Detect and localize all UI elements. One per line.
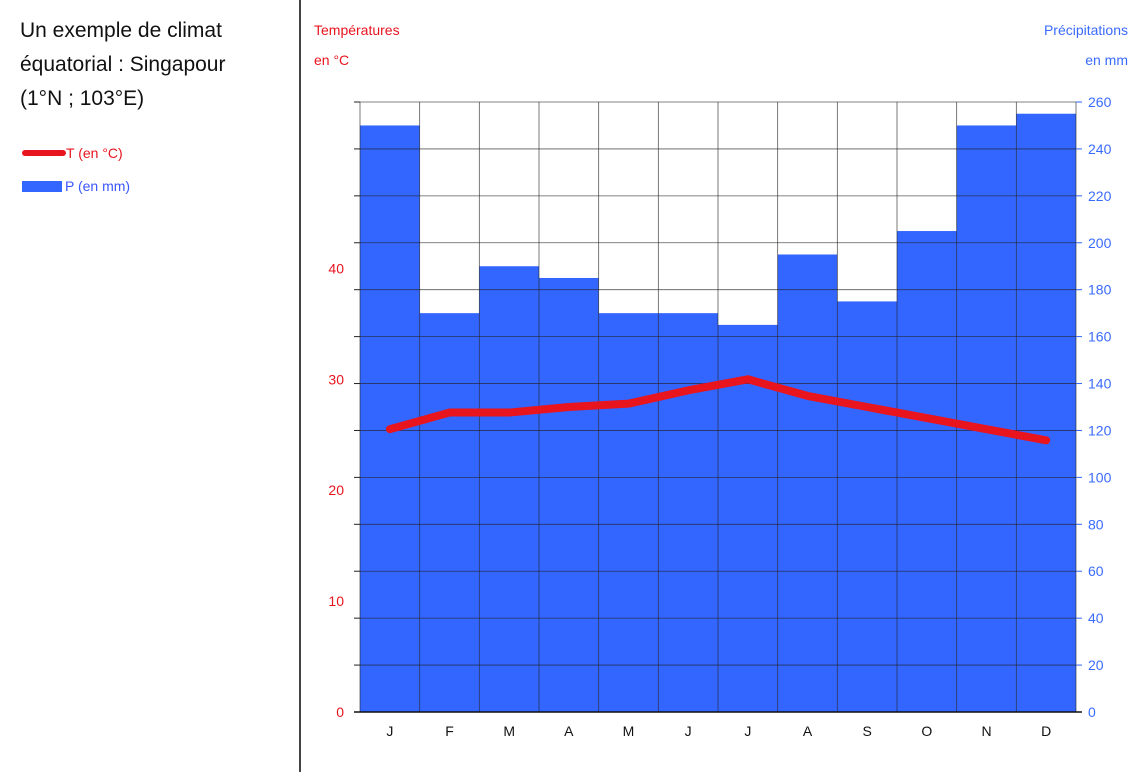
month-label: A — [564, 723, 574, 739]
precipitation-tick-label: 100 — [1088, 469, 1112, 485]
month-label: M — [623, 723, 635, 739]
precipitation-tick-label: 0 — [1088, 704, 1096, 720]
month-label: S — [862, 723, 871, 739]
legend-label-precipitation: P (en mm) — [65, 178, 131, 194]
chart-canvas: 0 10 20 30 40 0 20 40 60 80 100 120 140 160 180 200 220 2… — [328, 94, 1112, 739]
precipitation-bar — [1016, 113, 1076, 712]
precipitation-bar — [419, 313, 480, 712]
legend-item-temperature: T (en °C) — [22, 145, 123, 161]
precipitation-bar — [897, 231, 957, 713]
temperature-tick-label: 0 — [336, 704, 344, 720]
precipitation-bar — [658, 313, 718, 712]
precipitation-tick-label: 240 — [1088, 141, 1112, 157]
month-label: F — [445, 723, 454, 739]
precipitation-bar — [479, 266, 539, 712]
precipitation-bar — [598, 313, 659, 712]
precipitation-tick-label: 80 — [1088, 516, 1104, 532]
legend-label-temperature: T (en °C) — [66, 145, 123, 161]
precipitation-bar — [837, 301, 897, 712]
precipitation-tick-label: 260 — [1088, 94, 1112, 110]
month-label: J — [386, 723, 393, 739]
temperature-line — [385, 375, 1051, 445]
temperature-tick-label: 30 — [328, 371, 344, 387]
temperature-axis-title: Températures — [314, 22, 400, 38]
precipitation-tick-label: 220 — [1088, 188, 1112, 204]
month-label: D — [1041, 723, 1051, 739]
precipitation-bar — [956, 125, 1017, 712]
temperature-swatch — [22, 150, 66, 156]
legend-item-precipitation: P (en mm) — [22, 178, 130, 194]
precipitation-axis-unit: en mm — [1085, 52, 1128, 68]
month-label: M — [503, 723, 515, 739]
panel-divider — [299, 0, 301, 772]
precipitation-tick-label: 200 — [1088, 235, 1112, 251]
precipitation-bar — [360, 125, 420, 712]
precipitation-tick-label: 40 — [1088, 610, 1104, 626]
precipitation-tick-label: 160 — [1088, 329, 1112, 345]
precipitation-axis-title: Précipitations — [1043, 22, 1128, 38]
precipitation-swatch — [22, 180, 62, 192]
month-label: A — [803, 723, 813, 739]
month-label: J — [744, 723, 751, 739]
precipitation-bar — [718, 324, 778, 712]
month-label: O — [921, 723, 932, 739]
temperature-tick-label: 20 — [328, 482, 344, 498]
title-line-2: équatorial : Singapour — [20, 53, 226, 76]
title-line-3: (1°N ; 103°E) — [20, 87, 145, 110]
month-label: J — [685, 723, 692, 739]
precipitation-tick-label: 120 — [1088, 422, 1112, 438]
legend-panel: Un exemple de climat équatorial : Singap… — [0, 0, 300, 772]
temperature-tick-label: 40 — [328, 260, 344, 276]
precipitation-tick-label: 140 — [1088, 376, 1112, 392]
temperature-axis-unit: en °C — [314, 52, 350, 68]
precipitation-tick-label: 20 — [1088, 657, 1104, 673]
precipitation-bar — [777, 254, 838, 712]
precipitation-bar — [539, 277, 599, 712]
chart-title: Un exemple de climat équatorial : Singap… — [20, 14, 290, 116]
title-line-1: Un exemple de climat — [20, 19, 222, 42]
month-label: N — [981, 723, 991, 739]
temperature-tick-label: 10 — [328, 593, 344, 609]
climate-chart: Températures en °C Précipitations en mm … — [302, 0, 1136, 772]
precipitation-tick-label: 60 — [1088, 563, 1104, 579]
precipitation-tick-label: 180 — [1088, 282, 1112, 298]
